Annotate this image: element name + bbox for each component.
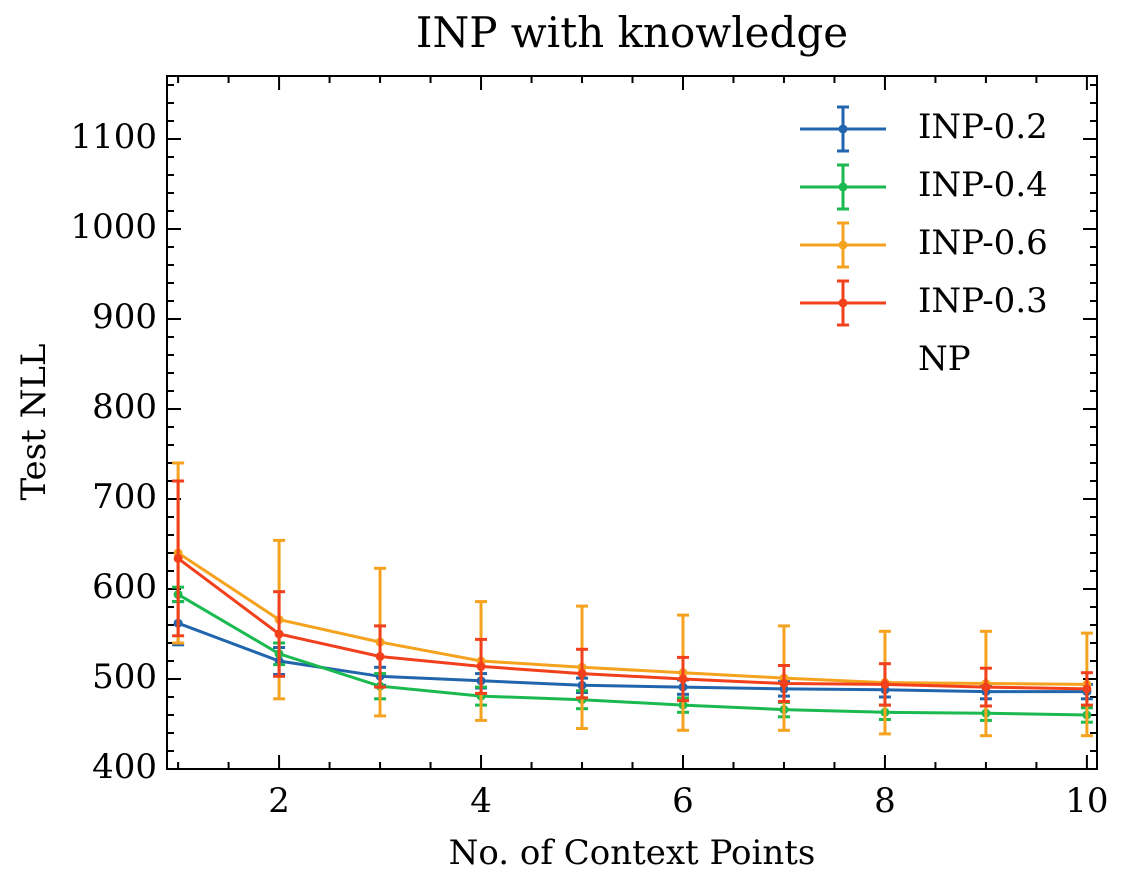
- legend-marker: [838, 124, 848, 134]
- data-point: [173, 553, 183, 563]
- series-line: [177, 557, 1087, 691]
- data-point: [1082, 684, 1092, 694]
- y-tick-label: 600: [92, 567, 157, 607]
- y-tick-label: 1000: [70, 207, 157, 247]
- data-point: [577, 669, 587, 679]
- x-tick-label: 8: [874, 781, 896, 821]
- legend-label: INP-0.3: [918, 281, 1048, 321]
- series-line: [177, 621, 1087, 694]
- data-point: [476, 661, 486, 671]
- series-line: [177, 551, 1087, 686]
- data-point: [678, 674, 688, 684]
- data-point: [779, 679, 789, 688]
- y-tick-label: 700: [92, 477, 157, 517]
- legend-label: INP-0.2: [918, 107, 1048, 147]
- data-point: [880, 679, 890, 689]
- x-tick-label: 4: [470, 781, 492, 821]
- x-axis-label: No. of Context Points: [449, 833, 816, 873]
- data-point: [375, 652, 385, 661]
- legend-label: INP-0.4: [918, 165, 1048, 205]
- legend-marker: [838, 298, 848, 308]
- chart-title: INP with knowledge: [416, 8, 848, 57]
- legend-label: NP: [918, 339, 971, 379]
- y-tick-label: 1100: [70, 117, 157, 157]
- x-tick-label: 2: [268, 781, 290, 821]
- x-tick-label: 6: [672, 781, 694, 821]
- legend-marker: [838, 182, 848, 192]
- x-tick-label: 10: [1065, 781, 1108, 821]
- y-tick-label: 400: [92, 747, 157, 787]
- y-axis-label: Test NLL: [14, 344, 54, 501]
- y-tick-label: 800: [92, 387, 157, 427]
- legend-label: INP-0.6: [918, 223, 1048, 263]
- data-point: [981, 682, 991, 692]
- legend-marker: [838, 240, 848, 250]
- y-tick-label: 900: [92, 297, 157, 337]
- series-line: [177, 593, 1087, 717]
- y-tick-label: 500: [92, 657, 157, 697]
- data-point: [274, 629, 284, 639]
